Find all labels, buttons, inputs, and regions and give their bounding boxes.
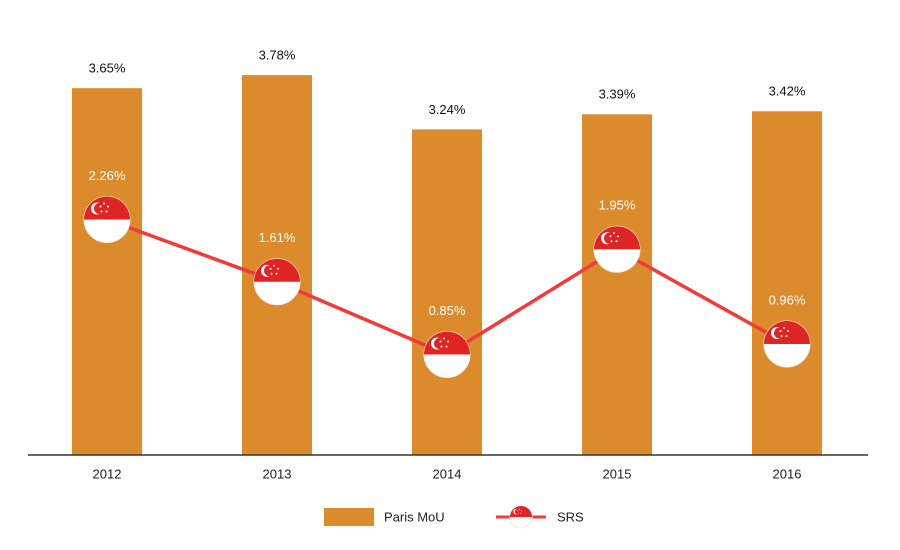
- crescent-inner: [94, 203, 105, 215]
- star: [277, 267, 279, 270]
- star: [520, 512, 522, 514]
- star: [780, 334, 783, 337]
- bar-value-label: 3.42%: [769, 84, 806, 99]
- star: [785, 334, 788, 337]
- star: [617, 235, 619, 238]
- star: [783, 326, 785, 329]
- star: [787, 329, 789, 332]
- bar-value-label: 3.24%: [429, 102, 466, 117]
- bar: [72, 88, 142, 456]
- line-value-label: 0.96%: [769, 292, 806, 307]
- star: [273, 264, 275, 267]
- star: [615, 240, 618, 243]
- line-marker: [509, 505, 533, 529]
- line-marker: [253, 258, 301, 306]
- star: [447, 340, 449, 343]
- star: [275, 272, 278, 275]
- star: [613, 232, 615, 235]
- star: [610, 240, 613, 243]
- star: [445, 345, 448, 348]
- star: [107, 205, 109, 208]
- legend-swatch: [324, 508, 374, 526]
- star: [521, 510, 522, 512]
- x-tick-label: 2015: [603, 466, 632, 481]
- line-value-label: 1.95%: [599, 198, 636, 213]
- star: [517, 510, 519, 512]
- crescent-inner: [604, 232, 615, 244]
- star: [609, 235, 612, 238]
- line-marker: [763, 320, 811, 368]
- crescent-inner: [514, 509, 521, 515]
- bar: [752, 111, 822, 455]
- crescent-inner: [434, 338, 445, 349]
- star: [779, 329, 782, 332]
- crescent-inner: [774, 327, 785, 339]
- star: [105, 210, 108, 213]
- line-value-label: 1.61%: [259, 230, 296, 245]
- star: [439, 340, 442, 343]
- star: [519, 508, 521, 510]
- x-tick-label: 2012: [93, 466, 122, 481]
- star: [443, 337, 445, 340]
- star: [517, 512, 519, 514]
- star: [100, 210, 103, 213]
- line-value-label: 2.26%: [89, 168, 126, 183]
- x-tick-label: 2014: [433, 466, 462, 481]
- line-marker: [423, 331, 471, 378]
- line-marker: [83, 196, 131, 244]
- star: [440, 345, 443, 348]
- x-tick-label: 2016: [773, 466, 802, 481]
- bar-value-label: 3.78%: [259, 48, 296, 63]
- crescent-inner: [264, 265, 275, 277]
- bar-value-label: 3.39%: [599, 87, 636, 102]
- bar: [582, 114, 652, 456]
- star: [103, 202, 105, 205]
- line-value-label: 0.85%: [429, 303, 466, 318]
- line-marker: [593, 225, 641, 273]
- legend-label: SRS: [557, 509, 584, 524]
- bar: [412, 129, 482, 455]
- star: [99, 205, 102, 208]
- star: [269, 267, 272, 270]
- legend-label: Paris MoU: [384, 509, 445, 524]
- x-tick-label: 2013: [263, 466, 292, 481]
- bar-value-label: 3.65%: [89, 61, 126, 76]
- star: [270, 272, 273, 275]
